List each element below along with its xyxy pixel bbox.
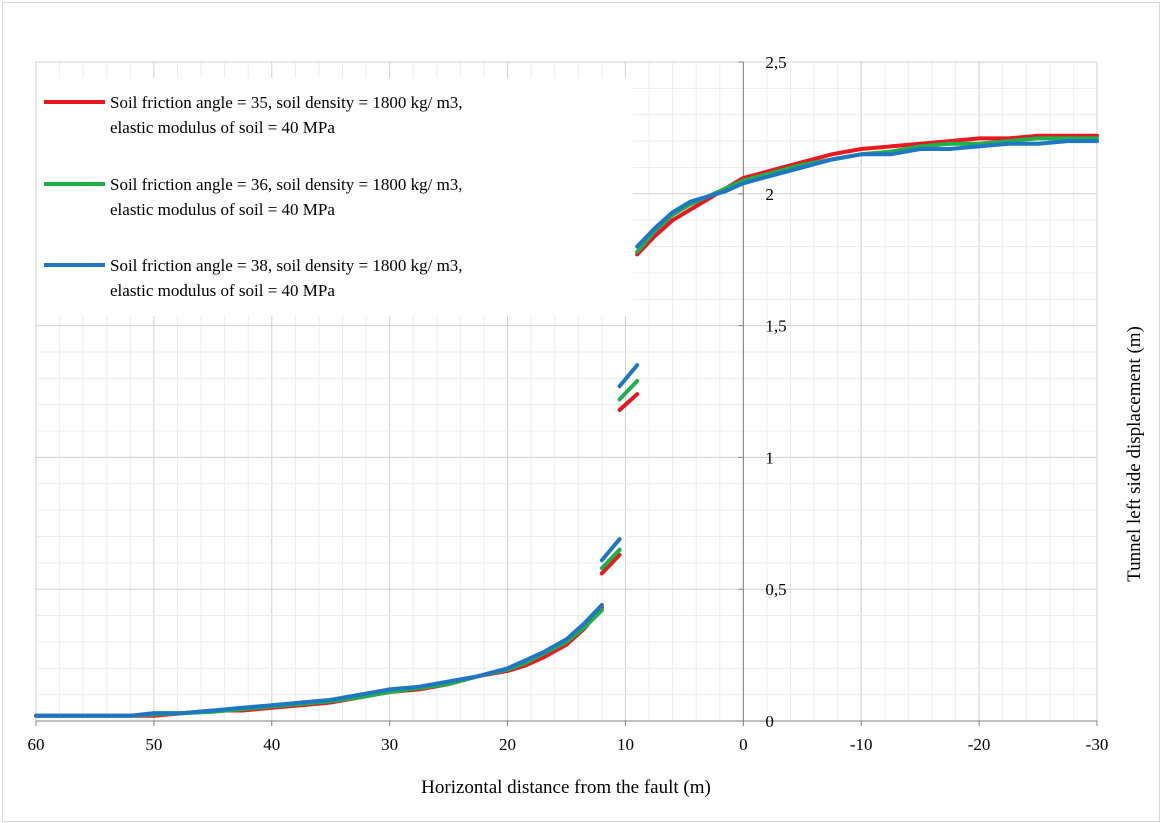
x-tick-label: 30 [381, 735, 398, 754]
y-tick-label: 2,5 [765, 53, 786, 72]
y-axis-title: Tunnel left side displacement (m) [1124, 326, 1145, 582]
x-axis-title: Horizontal distance from the fault (m) [421, 777, 711, 798]
series-line-3-segment-3 [617, 363, 640, 389]
y-tick-label: 1,5 [765, 317, 786, 336]
legend-label-3: elastic modulus of soil = 40 MPa [110, 281, 335, 300]
x-tick-label: -10 [850, 735, 873, 754]
series-line-1-segment-4 [635, 133, 1099, 257]
legend-label-2: elastic modulus of soil = 40 MPa [110, 200, 335, 219]
series-line-3-segment-1 [34, 603, 604, 718]
series-line-1-segment-2 [599, 552, 622, 576]
x-tick-label: 0 [739, 735, 748, 754]
series-line-2-segment-2 [599, 547, 622, 571]
series-line-1-segment-3 [617, 392, 640, 412]
x-tick-label: -30 [1086, 735, 1109, 754]
y-tick-label: 0 [765, 712, 774, 731]
x-tick-label: 40 [263, 735, 280, 754]
legend-label-3: Soil friction angle = 38, soil density =… [110, 256, 463, 275]
axes: 60 50 40 30 20 10 0 -10 -20 -30 0 0,5 1 1,5 2 2,5 [28, 53, 1109, 754]
y-tick-label: 2 [765, 185, 774, 204]
series-lines [34, 133, 1099, 718]
legend: Soil friction angle = 35, soil density =… [37, 78, 633, 316]
legend-label-1: Soil friction angle = 35, soil density =… [110, 93, 463, 112]
legend-label-2: Soil friction angle = 36, soil density =… [110, 175, 463, 194]
x-tick-label: -20 [968, 735, 991, 754]
series-line-3-segment-2 [599, 537, 622, 563]
series-line-3-segment-4 [635, 139, 1099, 249]
x-tick-label: 50 [145, 735, 162, 754]
legend-box [37, 78, 633, 316]
x-tick-label: 10 [617, 735, 634, 754]
y-tick-label: 0,5 [765, 580, 786, 599]
series-line-2-segment-3 [617, 379, 640, 402]
legend-label-1: elastic modulus of soil = 40 MPa [110, 118, 335, 137]
x-tick-label: 20 [499, 735, 516, 754]
y-tick-label: 1 [765, 448, 774, 467]
x-tick-label: 60 [28, 735, 45, 754]
